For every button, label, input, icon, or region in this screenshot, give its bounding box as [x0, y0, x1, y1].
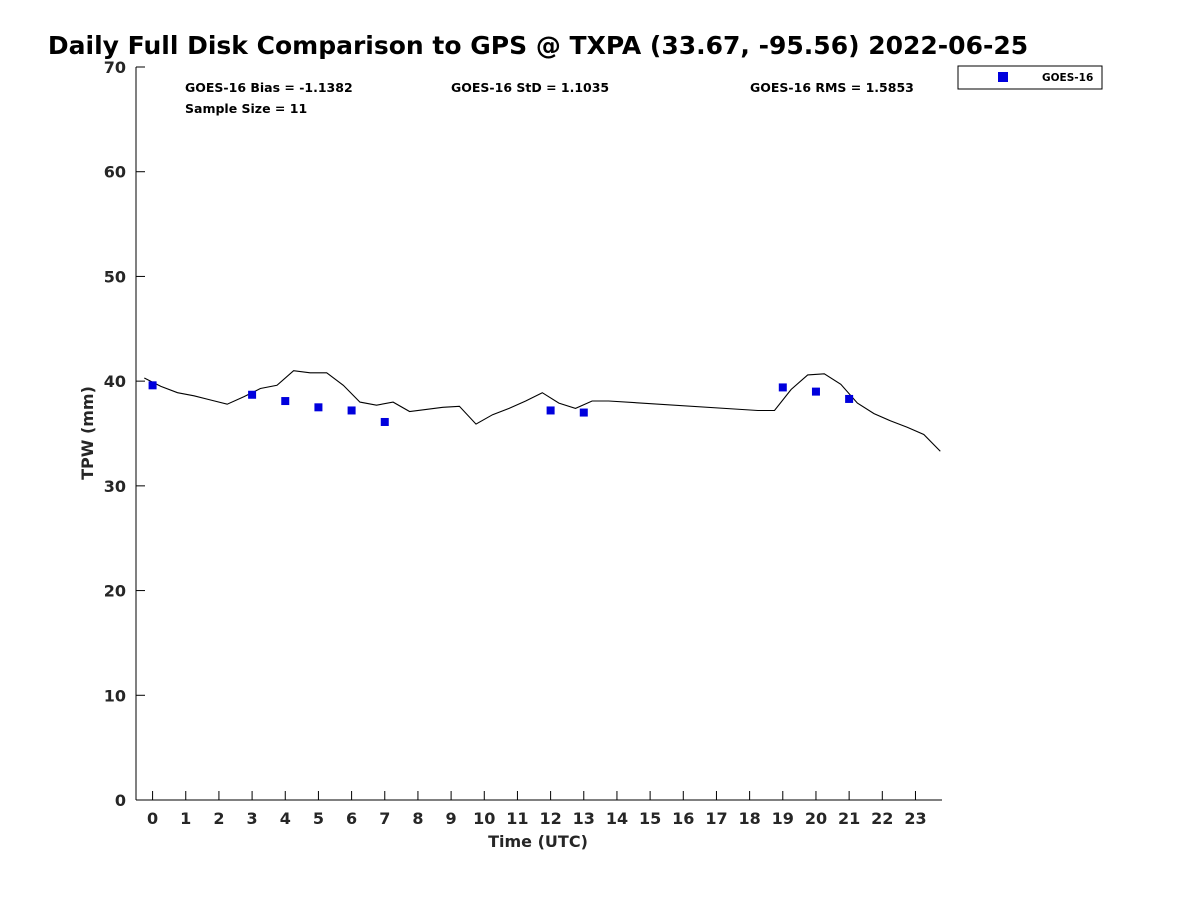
gps-series-line: [144, 370, 941, 452]
x-tick-label: 11: [506, 809, 528, 828]
y-tick-label: 20: [104, 582, 126, 601]
legend-label-goes16: GOES-16: [1042, 72, 1093, 84]
x-tick-label: 6: [346, 809, 357, 828]
x-tick-label: 4: [280, 809, 291, 828]
x-tick-label: 18: [738, 809, 760, 828]
y-axis-label: TPW (mm): [78, 386, 97, 480]
stat-rms: GOES-16 RMS = 1.5853: [750, 80, 914, 95]
x-tick-label: 17: [705, 809, 727, 828]
goes16-point: [811, 387, 820, 396]
x-tick-label: 21: [838, 809, 860, 828]
y-tick-label: 40: [104, 372, 126, 391]
stat-sample-size: Sample Size = 11: [185, 101, 307, 116]
y-tick-label: 10: [104, 686, 126, 705]
goes16-point: [314, 403, 323, 412]
x-tick-label: 9: [446, 809, 457, 828]
goes16-point: [380, 417, 389, 426]
goes16-point: [845, 394, 854, 403]
x-tick-label: 15: [639, 809, 661, 828]
legend: GOES-16: [957, 65, 1103, 90]
x-tick-label: 5: [313, 809, 324, 828]
goes16-point: [347, 406, 356, 415]
legend-box: [957, 65, 1103, 90]
y-tick-label: 60: [104, 163, 126, 182]
goes16-point: [148, 381, 157, 390]
x-tick-label: 12: [539, 809, 561, 828]
y-tick-label: 30: [104, 477, 126, 496]
x-tick-label: 8: [412, 809, 423, 828]
x-tick-label: 3: [247, 809, 258, 828]
x-tick-label: 2: [213, 809, 224, 828]
x-tick-label: 23: [904, 809, 926, 828]
y-tick-label: 50: [104, 267, 126, 286]
legend-marker-goes16: [998, 72, 1008, 82]
x-tick-label: 10: [473, 809, 495, 828]
goes16-point: [778, 383, 787, 392]
x-tick-label: 0: [147, 809, 158, 828]
x-tick-label: 19: [772, 809, 794, 828]
goes16-point: [248, 390, 257, 399]
x-tick-label: 13: [573, 809, 595, 828]
x-tick-label: 1: [180, 809, 191, 828]
x-tick-label: 20: [805, 809, 827, 828]
goes16-point: [579, 408, 588, 417]
goes16-point: [546, 406, 555, 415]
stat-bias: GOES-16 Bias = -1.1382: [185, 80, 353, 95]
stat-std: GOES-16 StD = 1.1035: [451, 80, 609, 95]
x-tick-label: 22: [871, 809, 893, 828]
x-axis-label: Time (UTC): [488, 832, 588, 851]
x-tick-label: 14: [606, 809, 628, 828]
x-tick-label: 7: [379, 809, 390, 828]
y-tick-label: 70: [104, 58, 126, 77]
goes16-point: [281, 397, 290, 406]
goes-marker-layer: [148, 381, 854, 426]
x-tick-label: 16: [672, 809, 694, 828]
chart-title: Daily Full Disk Comparison to GPS @ TXPA…: [48, 31, 1028, 60]
y-tick-label: 0: [115, 791, 126, 810]
gps-line-layer: [144, 370, 941, 452]
